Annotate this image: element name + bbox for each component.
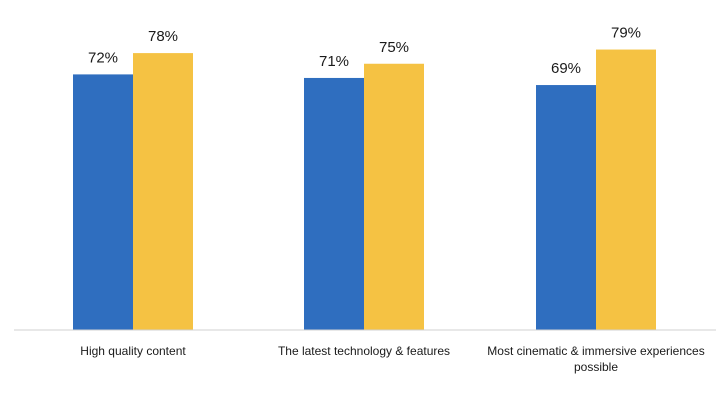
value-label-cat2-series1: 79% — [611, 25, 641, 42]
bar-cat2-series1 — [596, 49, 656, 331]
bar-cat0-series0 — [73, 74, 133, 331]
bar-cat0-series1 — [133, 53, 193, 330]
value-label-cat0-series1: 78% — [148, 28, 178, 45]
bar-cat1-series1 — [364, 63, 424, 330]
value-label-cat2-series0: 69% — [551, 60, 581, 77]
category-label-0: High quality content — [80, 344, 186, 358]
category-label-1: The latest technology & features — [278, 344, 450, 358]
value-label-cat1-series1: 75% — [379, 39, 409, 56]
value-label-cat1-series0: 71% — [319, 53, 349, 70]
category-label-2-line1: possible — [574, 360, 618, 374]
bar-cat1-series0 — [304, 77, 364, 330]
category-labels-group: High quality content The latest technolog… — [80, 344, 704, 374]
value-label-cat0-series0: 72% — [88, 49, 118, 66]
bar-cat2-series0 — [536, 85, 596, 330]
category-label-2: Most cinematic & immersive experiences — [487, 344, 704, 358]
bars-group — [73, 49, 656, 331]
value-labels-group: 72% 78% 71% 75% 69% 79% — [88, 25, 641, 78]
